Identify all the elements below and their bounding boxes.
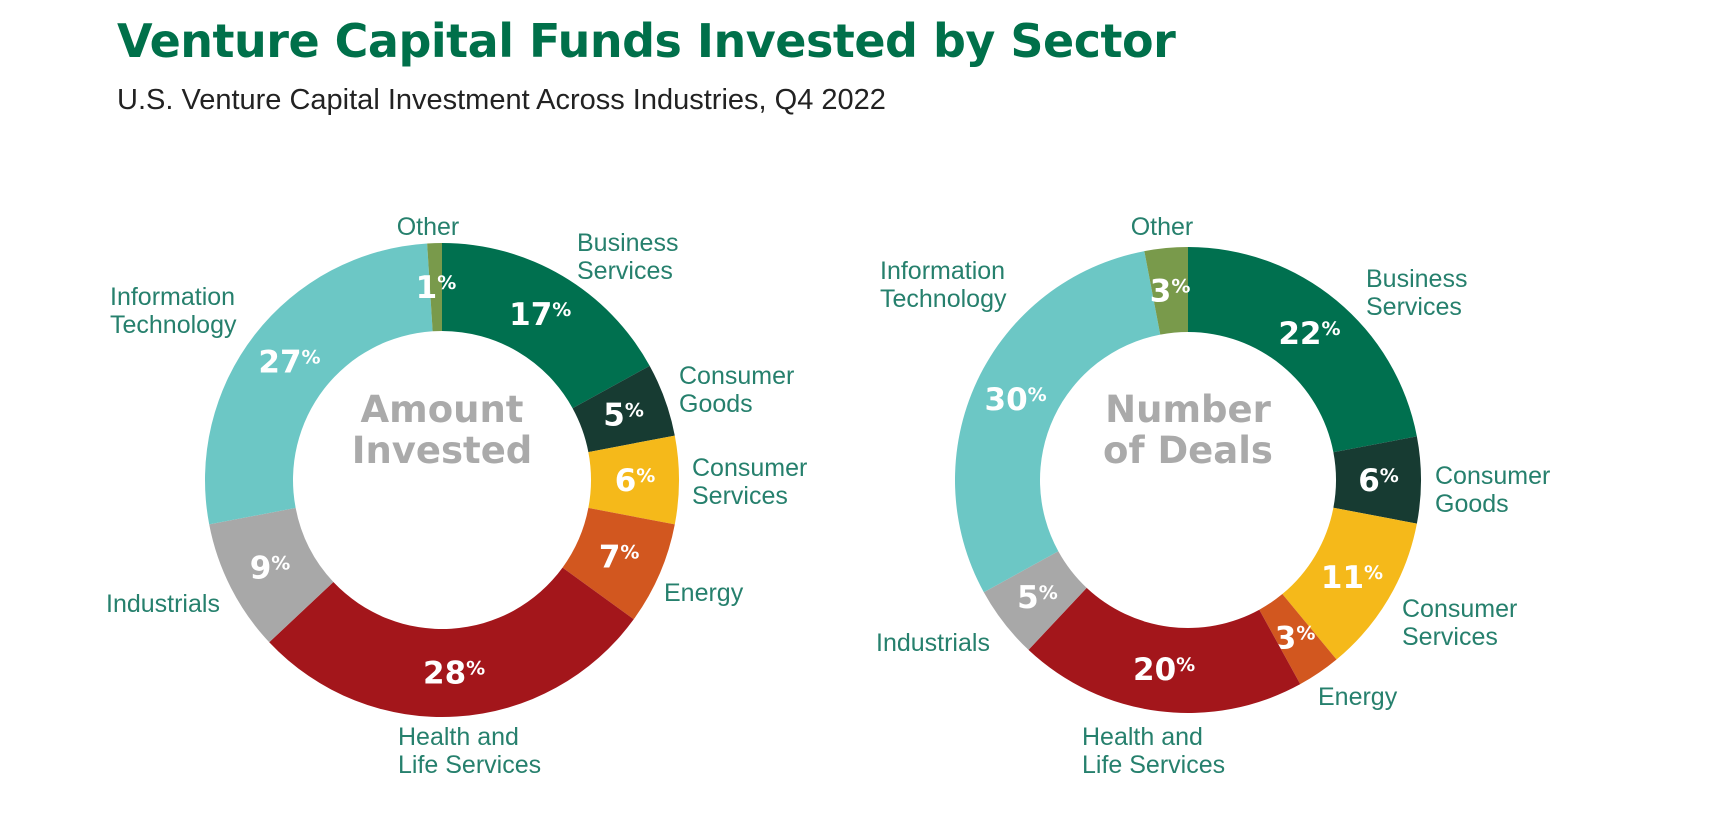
center-label: Number of Deals: [1103, 388, 1273, 472]
category-label-information-technology: Information Technology: [110, 283, 237, 339]
slice-other: [1144, 247, 1188, 335]
category-label-health-and-life-services: Health and Life Services: [1082, 723, 1225, 779]
donut-amount-invested: 17%Business Services 5% Consumer Goods 6% Cons…: [106, 213, 807, 779]
slice-consumer-goods: [1333, 436, 1421, 524]
value-label-consumer-services: 6%: [615, 463, 656, 499]
category-label-industrials: Industrials: [876, 629, 990, 657]
slice-energy: [562, 507, 675, 620]
value-label-energy: 7%: [599, 540, 640, 576]
value-label-business-services: 22%: [1278, 316, 1340, 352]
category-label-consumer-services: Consumer Services: [692, 454, 807, 510]
category-label-information-technology: Information Technology: [880, 257, 1007, 313]
value-label-information-technology: 27%: [258, 345, 320, 381]
slice-energy: [1259, 594, 1337, 685]
slice-health-and-life-services: [269, 567, 634, 717]
slice-industrials: [209, 507, 334, 643]
value-label-industrials: 5%: [1017, 580, 1058, 616]
category-label-consumer-services: Consumer Services: [1402, 595, 1517, 651]
category-label-industrials: Industrials: [106, 590, 220, 618]
value-label-health-and-life-services: 20%: [1133, 652, 1195, 688]
value-label-other: 1%: [416, 270, 457, 306]
value-label-business-services: 17%: [509, 297, 571, 333]
slice-other: [427, 243, 442, 332]
value-label-energy: 3%: [1275, 621, 1316, 657]
value-label-other: 3%: [1150, 273, 1191, 309]
category-label-other: Other: [397, 213, 460, 241]
slice-information-technology: [204, 243, 433, 525]
value-label-industrials: 9%: [250, 551, 291, 587]
slice-health-and-life-services: [1028, 587, 1301, 713]
category-label-health-and-life-services: Health and Life Services: [398, 723, 541, 779]
center-label: Amount Invested: [352, 388, 533, 472]
category-label-energy: Energy: [664, 579, 744, 607]
category-label-consumer-goods: Consumer Goods: [679, 362, 794, 418]
category-label-other: Other: [1131, 213, 1194, 241]
slice-business-services: [1188, 247, 1417, 453]
chart-title: Venture Capital Funds Invested by Sector: [117, 14, 1176, 68]
value-label-consumer-goods: 5%: [603, 398, 644, 434]
category-label-energy: Energy: [1318, 683, 1398, 711]
chart-subtitle: U.S. Venture Capital Investment Across I…: [117, 84, 886, 116]
slice-business-services: [442, 243, 650, 409]
value-label-consumer-goods: 6%: [1358, 463, 1399, 499]
value-label-health-and-life-services: 28%: [423, 656, 485, 692]
category-label-business-services: Business Services: [1366, 265, 1467, 321]
slice-information-technology: [955, 251, 1161, 593]
slice-consumer-goods: [572, 365, 675, 453]
value-label-consumer-services: 11%: [1321, 560, 1383, 596]
slice-consumer-services: [1282, 507, 1417, 660]
slice-consumer-services: [588, 435, 679, 525]
donut-number-of-deals: 22% Business Services 6% Consumer Goods 11% Con…: [876, 213, 1550, 779]
category-label-business-services: Business Services: [577, 229, 678, 285]
value-label-information-technology: 30%: [985, 382, 1047, 418]
slice-industrials: [983, 551, 1087, 650]
category-label-consumer-goods: Consumer Goods: [1435, 462, 1550, 518]
